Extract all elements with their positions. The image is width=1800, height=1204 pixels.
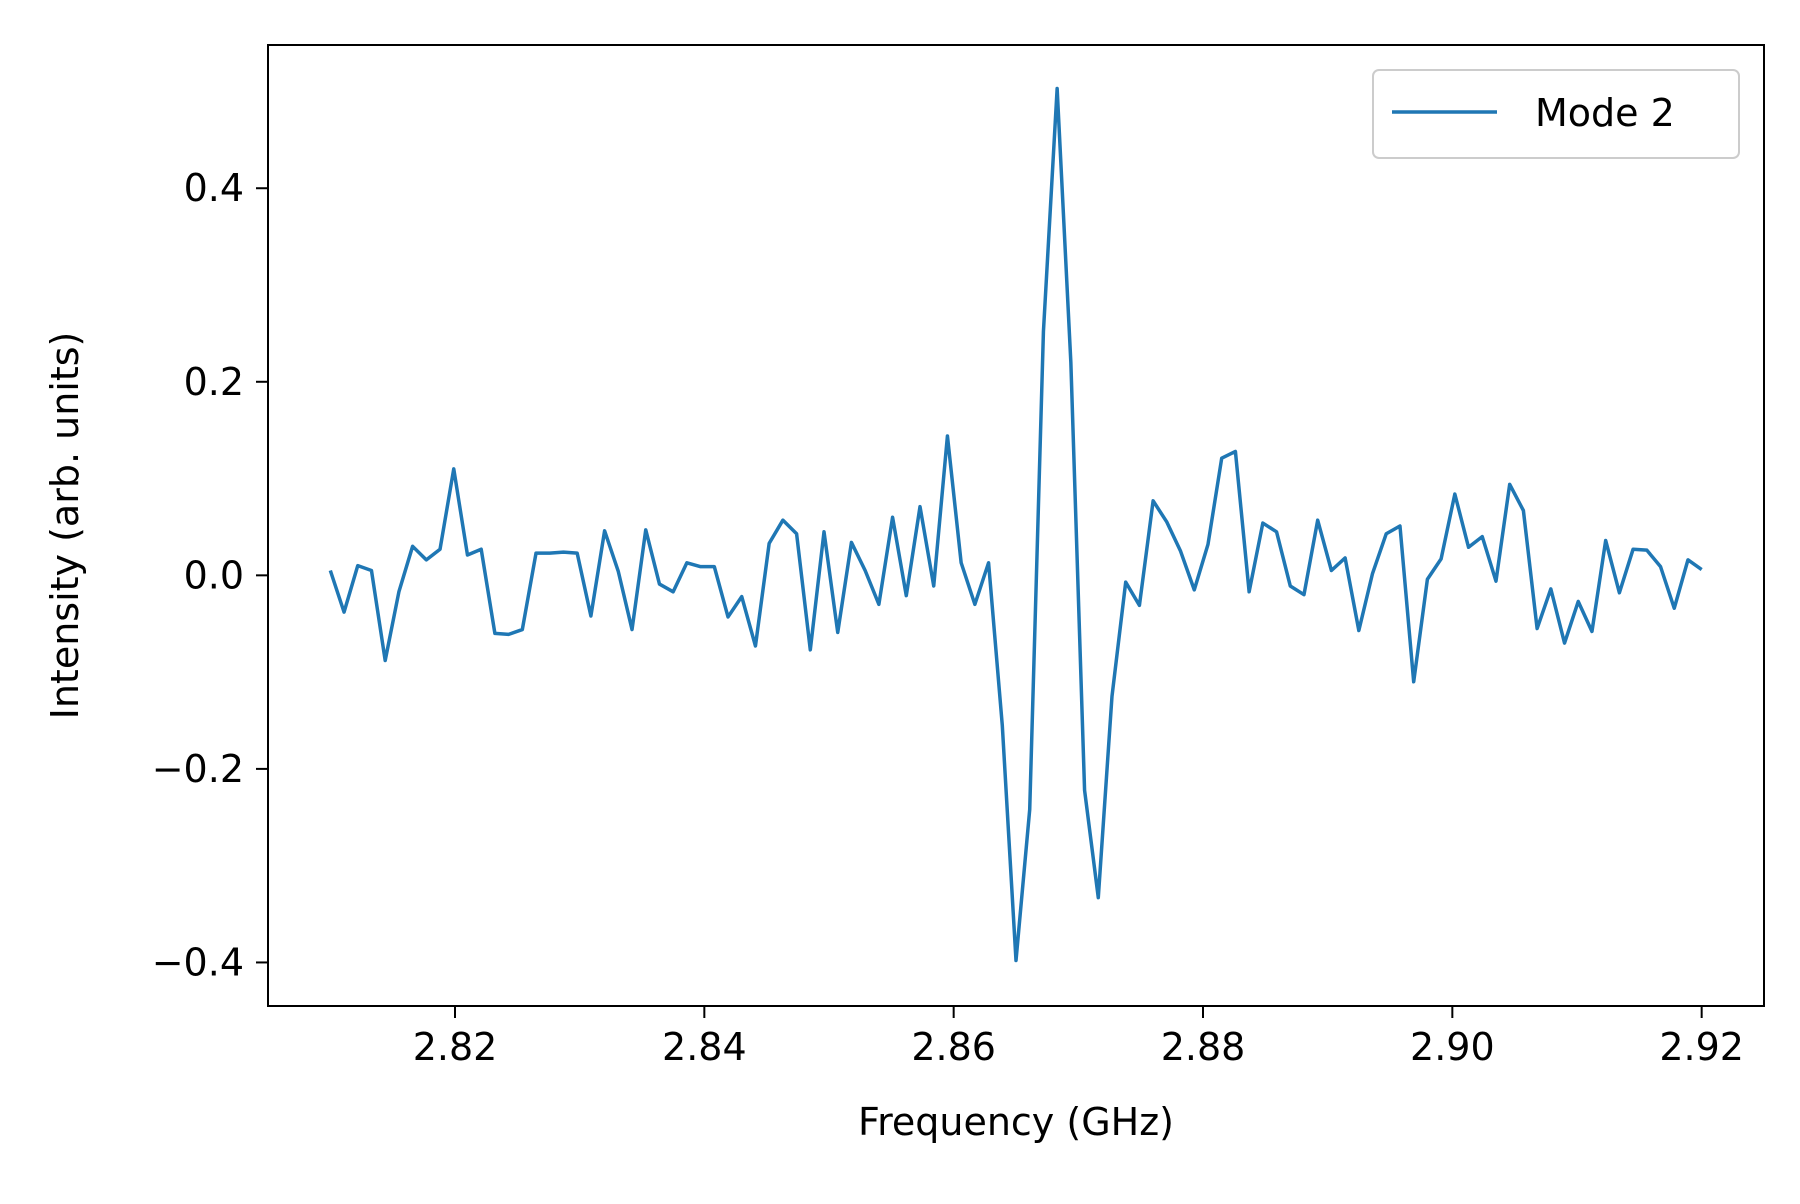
y-axis-label: Intensity (arb. units) bbox=[43, 332, 87, 720]
x-tick-label: 2.86 bbox=[911, 1025, 996, 1069]
y-tick-label: 0.2 bbox=[184, 360, 244, 404]
y-tick-label: 0.4 bbox=[184, 166, 244, 210]
y-tick-label: −0.2 bbox=[152, 747, 244, 791]
x-axis-label: Frequency (GHz) bbox=[858, 1100, 1174, 1144]
plot-frame bbox=[267, 44, 1765, 1007]
x-tick-label: 2.88 bbox=[1161, 1025, 1246, 1069]
y-axis-ticks: −0.4 −0.2 0.0 0.2 0.4 bbox=[152, 166, 268, 984]
series-line-mode-2 bbox=[328, 86, 1703, 963]
x-tick-label: 2.84 bbox=[662, 1025, 747, 1069]
x-tick-label: 2.90 bbox=[1410, 1025, 1495, 1069]
x-tick-label: 2.82 bbox=[413, 1025, 498, 1069]
legend-box bbox=[1372, 69, 1740, 159]
legend-label-mode-2: Mode 2 bbox=[1535, 91, 1675, 135]
y-tick-label: 0.0 bbox=[184, 553, 244, 597]
x-axis-ticks: 2.82 2.84 2.86 2.88 2.90 2.92 bbox=[413, 1006, 1744, 1069]
y-tick-label: −0.4 bbox=[152, 940, 244, 984]
x-tick-label: 2.92 bbox=[1659, 1025, 1744, 1069]
legend: Mode 2 bbox=[1372, 69, 1740, 159]
